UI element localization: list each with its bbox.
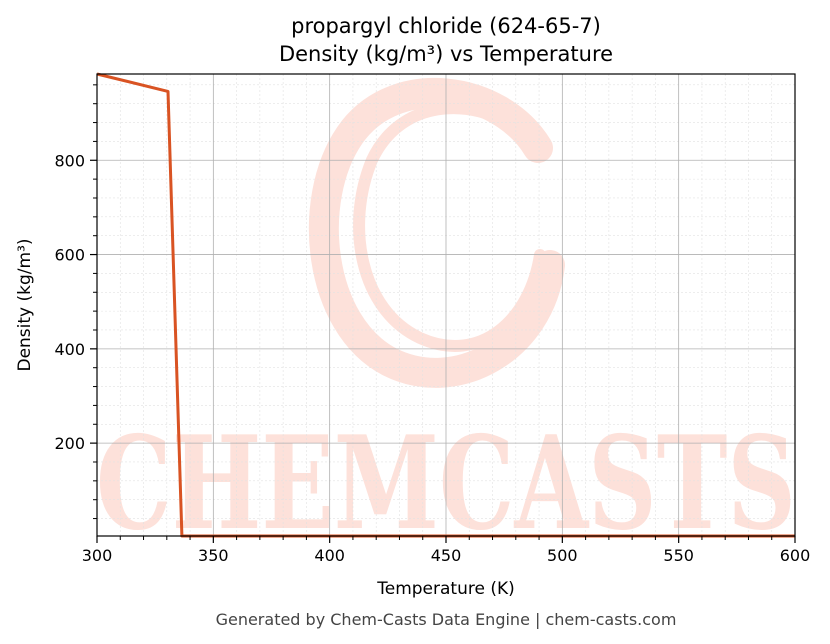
watermark-c-logo	[308, 78, 565, 388]
chart-subtitle: Density (kg/m³) vs Temperature	[279, 42, 613, 66]
y-tick-label: 600	[54, 246, 85, 265]
x-axis-ticks: 300 350 400 450 500 550 600	[82, 536, 811, 565]
x-tick-label: 550	[663, 546, 694, 565]
y-tick-label: 800	[54, 151, 85, 170]
y-axis-ticks: 200 400 600 800	[54, 84, 97, 520]
x-axis-label: Temperature (K)	[376, 579, 515, 599]
x-tick-label: 500	[547, 546, 578, 565]
x-tick-label: 600	[780, 546, 811, 565]
x-tick-label: 450	[431, 546, 462, 565]
chart-title: propargyl chloride (624-65-7)	[291, 14, 601, 38]
y-tick-label: 400	[54, 340, 85, 359]
y-tick-label: 200	[54, 434, 85, 453]
footer-credit: Generated by Chem-Casts Data Engine | ch…	[216, 610, 677, 629]
x-tick-label: 400	[314, 546, 345, 565]
x-tick-label: 300	[82, 546, 113, 565]
x-tick-label: 350	[198, 546, 229, 565]
y-axis-label: Density (kg/m³)	[15, 238, 35, 371]
